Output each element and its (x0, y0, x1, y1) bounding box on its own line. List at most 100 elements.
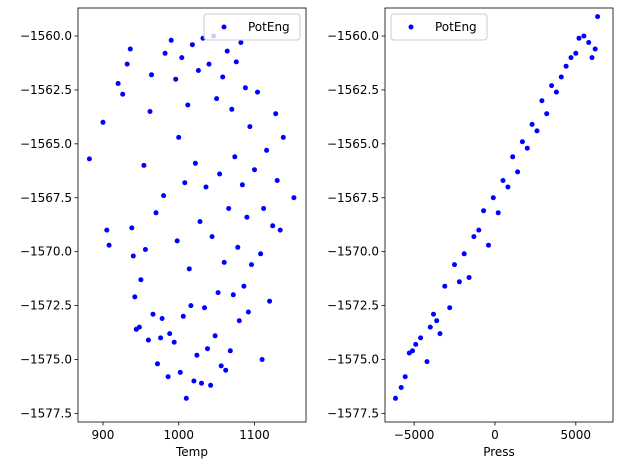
left-data-point-36 (182, 180, 188, 186)
left-data-point-71 (235, 244, 241, 250)
left-data-point-44 (194, 352, 200, 358)
left-data-point-84 (259, 357, 265, 362)
right-y-tick-label: −1572.5 (327, 299, 379, 313)
right-data-point-38 (568, 55, 574, 61)
right-y-tick-label: −1560.0 (327, 29, 379, 43)
left-data-point-6 (124, 61, 130, 67)
left-data-point-10 (132, 294, 138, 300)
left-data-point-53 (208, 382, 214, 388)
right-data-point-44 (592, 46, 598, 52)
right-data-point-24 (500, 178, 506, 183)
left-data-point-56 (212, 333, 218, 339)
right-data-point-45 (595, 14, 601, 20)
left-data-point-47 (199, 380, 204, 386)
right-data-point-39 (573, 50, 579, 56)
right-data-point-18 (471, 234, 477, 240)
left-data-point-28 (168, 37, 174, 43)
left-data-point-76 (242, 85, 248, 91)
left-data-point-7 (127, 46, 133, 52)
left-data-point-75 (241, 283, 247, 289)
left-data-point-50 (203, 184, 209, 190)
right-data-point-31 (534, 128, 540, 134)
left-data-point-51 (205, 346, 210, 352)
left-data-point-30 (173, 76, 179, 82)
right-data-point-41 (581, 33, 587, 39)
left-data-point-64 (224, 48, 230, 54)
right-data-point-29 (524, 145, 530, 151)
left-data-point-20 (153, 210, 159, 216)
right-x-axis: −5000 0 5000 (394, 422, 591, 442)
left-data-point-40 (188, 303, 194, 309)
right-data-point-36 (558, 74, 564, 80)
right-data-point-14 (452, 262, 457, 268)
right-scatter-points (393, 14, 601, 401)
right-data-point-34 (549, 83, 555, 89)
left-data-point-85 (261, 206, 267, 211)
left-data-point-8 (129, 225, 135, 231)
right-data-point-17 (466, 275, 472, 280)
left-data-point-42 (191, 378, 197, 384)
left-data-point-1 (100, 119, 106, 125)
right-y-tick-label: −1570.0 (327, 245, 379, 259)
left-data-point-17 (147, 109, 153, 114)
left-data-point-70 (233, 59, 239, 65)
left-data-point-68 (230, 292, 236, 298)
right-y-tick-label: −1575.0 (327, 352, 379, 366)
left-y-tick-label: −1560.0 (20, 29, 72, 43)
right-data-point-23 (495, 210, 501, 216)
right-y-tick-label: −1562.5 (327, 83, 379, 97)
left-legend-marker (221, 24, 227, 30)
left-data-point-22 (158, 335, 164, 341)
right-data-point-0 (393, 395, 398, 401)
left-data-point-2 (104, 227, 110, 233)
right-legend-box (390, 13, 488, 41)
left-data-point-80 (249, 262, 254, 268)
left-data-point-61 (220, 74, 226, 80)
right-data-point-22 (490, 195, 496, 201)
right-data-point-32 (539, 98, 545, 104)
right-data-point-6 (418, 335, 424, 341)
right-data-point-10 (434, 318, 440, 324)
left-data-point-13 (138, 277, 144, 283)
left-data-point-21 (155, 361, 160, 367)
left-data-point-26 (165, 374, 171, 380)
left-subplot: −1577.5 −1575.0 −1572.5 −1570.0 −1567.5 −1565… (20, 7, 307, 459)
left-data-point-63 (223, 367, 229, 373)
left-data-point-9 (130, 253, 136, 259)
left-data-point-67 (229, 106, 235, 112)
left-data-point-37 (183, 395, 189, 401)
right-data-point-12 (442, 283, 448, 289)
left-data-point-73 (238, 40, 244, 45)
left-data-point-93 (291, 195, 297, 201)
left-data-point-60 (218, 363, 224, 369)
left-scatter-points (86, 33, 297, 401)
left-data-point-15 (142, 247, 148, 252)
right-data-point-26 (510, 154, 516, 160)
left-data-point-19 (150, 311, 156, 317)
right-data-point-13 (447, 305, 453, 311)
left-data-point-69 (232, 154, 238, 160)
left-data-point-83 (258, 251, 264, 257)
right-data-point-30 (529, 121, 535, 127)
left-data-point-23 (159, 316, 165, 321)
left-data-point-92 (280, 134, 286, 140)
left-data-point-66 (227, 348, 233, 354)
left-data-point-72 (236, 318, 242, 324)
left-y-tick-label: −1577.5 (20, 406, 72, 420)
left-data-point-25 (162, 50, 168, 56)
right-x-axis-label: Press (483, 445, 515, 459)
left-data-point-4 (115, 81, 121, 86)
right-subplot: −1577.5 −1575.0 −1572.5 −1570.0 −1567.5 −1565… (327, 7, 614, 459)
left-data-point-77 (244, 214, 250, 220)
right-y-axis: −1577.5 −1575.0 −1572.5 −1570.0 −1567.5 −1565… (327, 29, 385, 420)
right-data-point-9 (431, 311, 436, 317)
left-data-point-34 (179, 55, 185, 61)
left-data-point-46 (197, 219, 203, 224)
left-data-point-57 (214, 96, 220, 102)
left-data-point-12 (136, 324, 142, 330)
right-data-point-42 (586, 40, 592, 45)
left-y-axis: −1577.5 −1575.0 −1572.5 −1570.0 −1567.5 −1565… (20, 29, 78, 420)
left-x-tick-label: 1000 (163, 428, 194, 442)
left-data-point-5 (120, 91, 126, 97)
